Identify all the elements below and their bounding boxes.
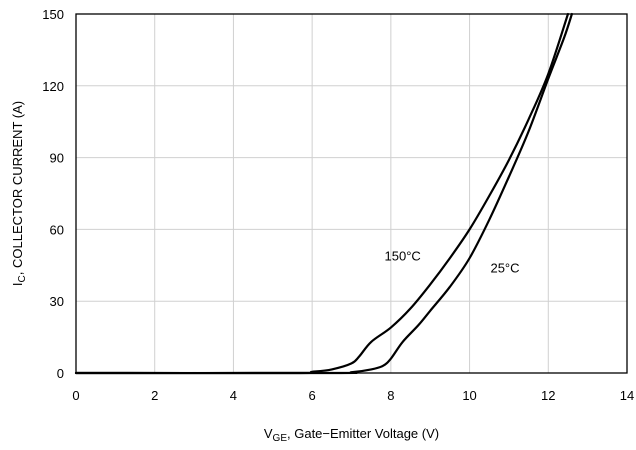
plot-frame — [75, 13, 628, 374]
x-tick-label: 4 — [230, 388, 237, 403]
x-tick-label: 14 — [620, 388, 634, 403]
series-layer — [74, 12, 573, 375]
series-annotation: 150°C — [385, 249, 421, 264]
y-tick-label: 0 — [57, 366, 64, 381]
x-tick-label: 0 — [72, 388, 79, 403]
x-tick-label: 6 — [309, 388, 316, 403]
y-tick-labels: 0 30 60 90 120 150 — [42, 7, 64, 381]
y-tick-label: 60 — [50, 222, 64, 237]
x-axis-label: VGE, Gate−Emitter Voltage (V) — [264, 426, 439, 444]
annotations: 150°C 25°C — [385, 249, 520, 276]
y-tick-label: 90 — [50, 151, 64, 166]
y-tick-label: 30 — [50, 294, 64, 309]
x-tick-label: 2 — [151, 388, 158, 403]
x-tick-labels: 0 2 4 6 8 10 12 14 — [72, 388, 634, 403]
y-tick-label: 150 — [42, 7, 64, 22]
y-tick-label: 120 — [42, 79, 64, 94]
x-tick-label: 12 — [541, 388, 555, 403]
x-tick-label: 10 — [462, 388, 476, 403]
series-annotation: 25°C — [490, 260, 519, 275]
x-tick-label: 8 — [387, 388, 394, 403]
y-axis-label: IC, COLLECTOR CURRENT (A) — [10, 101, 28, 286]
series-line-0 — [74, 12, 570, 375]
series-line-1 — [74, 12, 573, 375]
grid — [76, 14, 627, 373]
